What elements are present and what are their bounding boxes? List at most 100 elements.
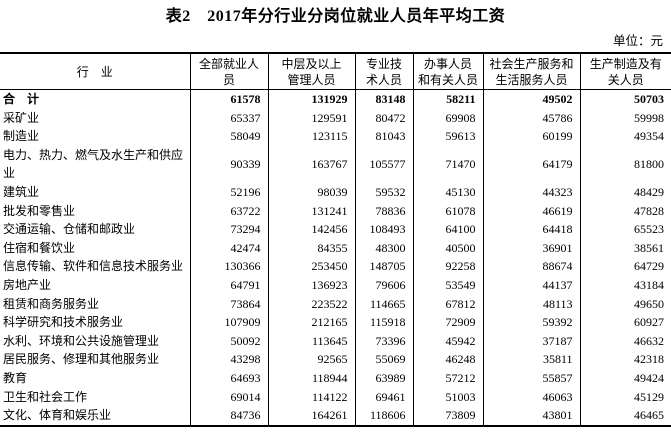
header-clerical: 办事人员 和有关人员 xyxy=(413,53,484,90)
value-cell: 38561 xyxy=(634,240,664,255)
value-cell: 64179 xyxy=(483,145,581,183)
value-cell: 35811 xyxy=(483,350,581,369)
table-row: 采矿业 65337 129591 80472 69908 45786 59998 xyxy=(0,108,671,128)
value-cell: 73294 xyxy=(190,220,269,239)
header-service-personnel: 社会生产服务和 生活服务人员 xyxy=(483,53,581,90)
value-cell: 71470 xyxy=(413,145,484,183)
value-cell: 73864 xyxy=(190,294,269,314)
value-cell: 46465 xyxy=(634,408,664,423)
value-cell: 65337 xyxy=(190,108,269,128)
wage-table: 行 业 全部就业人 员 中层及以上 管理人员 专业技 术人员 办事人员 和有关人… xyxy=(0,52,671,427)
industry-cell: 水利、环境和公共设施管理业 xyxy=(0,331,191,351)
value-cell: 90339 xyxy=(190,145,269,183)
value-cell: 48113 xyxy=(483,294,581,314)
value-cell: 42318 xyxy=(634,352,664,367)
table-row: 住宿和餐饮业 42474 84355 48300 40500 36901 38561 xyxy=(0,238,671,258)
table-row: 卫生和社会工作 69014 114122 69461 51003 46063 45129 xyxy=(0,387,671,407)
industry-cell: 电力、热力、燃气及水生产和供应 业 xyxy=(0,145,191,183)
table-header: 行 业 全部就业人 员 中层及以上 管理人员 专业技 术人员 办事人员 和有关人… xyxy=(0,53,671,90)
value-cell: 107909 xyxy=(190,313,269,332)
value-cell: 114665 xyxy=(355,294,414,314)
industry-cell: 科学研究和技术服务业 xyxy=(0,313,191,332)
header-all-employees: 全部就业人 员 xyxy=(190,53,269,90)
table-body: 合 计 61578 131929 83148 58211 49502 50703 采矿业 653… xyxy=(0,89,671,426)
header-managers: 中层及以上 管理人员 xyxy=(268,53,356,90)
value-cell: 118944 xyxy=(268,368,356,388)
value-cell: 64100 xyxy=(413,220,484,239)
table-row: 水利、环境和公共设施管理业 50092 113645 73396 45942 37187 4… xyxy=(0,331,671,351)
value-cell: 58049 xyxy=(190,127,269,146)
value-cell: 98039 xyxy=(268,182,356,202)
header-industry: 行 业 xyxy=(0,53,191,90)
value-cell: 43184 xyxy=(634,277,664,292)
value-cell: 37187 xyxy=(483,331,581,351)
header-production-workers: 生产制造及有 关人员 xyxy=(580,53,671,90)
header-technical: 专业技 术人员 xyxy=(355,53,414,90)
industry-cell: 批发和零售业 xyxy=(0,201,191,221)
table-row: 建筑业 52196 98039 59532 45130 44323 48429 xyxy=(0,182,671,202)
value-cell: 73396 xyxy=(355,331,414,351)
value-cell: 67812 xyxy=(413,294,484,314)
value-cell: 43298 xyxy=(190,350,269,369)
value-cell: 84736 xyxy=(190,406,269,426)
value-cell: 46248 xyxy=(413,350,484,369)
industry-cell: 信息传输、软件和信息技术服务业 xyxy=(0,257,191,276)
industry-cell: 住宿和餐饮业 xyxy=(0,238,191,258)
value-cell: 59613 xyxy=(413,127,484,146)
industry-cell: 交通运输、仓储和邮政业 xyxy=(0,220,191,239)
industry-cell: 卫生和社会工作 xyxy=(0,387,191,407)
value-cell: 50092 xyxy=(190,331,269,351)
value-cell: 142456 xyxy=(268,220,356,239)
value-cell: 45130 xyxy=(413,182,484,202)
table-row: 文化、体育和娱乐业 84736 164261 118606 73809 43801 4646… xyxy=(0,406,671,426)
table-row: 制造业 58049 123115 81043 59613 60199 49354 xyxy=(0,127,671,146)
value-cell: 49354 xyxy=(634,129,664,144)
value-cell: 51003 xyxy=(413,387,484,407)
industry-cell: 文化、体育和娱乐业 xyxy=(0,406,191,426)
value-cell: 59392 xyxy=(483,313,581,332)
industry-cell: 教育 xyxy=(0,368,191,388)
table-row: 科学研究和技术服务业 107909 212165 115918 72909 59392 60… xyxy=(0,313,671,332)
industry-cell: 房地产业 xyxy=(0,275,191,295)
value-cell: 69461 xyxy=(355,387,414,407)
value-cell: 49502 xyxy=(483,89,581,109)
value-cell: 61078 xyxy=(413,201,484,221)
value-cell: 92258 xyxy=(413,257,484,276)
value-cell: 253450 xyxy=(268,257,356,276)
value-cell: 59532 xyxy=(355,182,414,202)
value-cell: 65523 xyxy=(634,222,664,237)
value-cell: 123115 xyxy=(268,127,356,146)
value-cell: 45942 xyxy=(413,331,484,351)
value-cell: 42474 xyxy=(190,238,269,258)
value-cell: 131241 xyxy=(268,201,356,221)
total-row: 合 计 61578 131929 83148 58211 49502 50703 xyxy=(0,89,671,109)
value-cell: 64791 xyxy=(190,275,269,295)
table-row: 房地产业 64791 136923 79606 53549 44137 43184 xyxy=(0,275,671,295)
value-cell: 81043 xyxy=(355,127,414,146)
value-cell: 52196 xyxy=(190,182,269,202)
industry-cell: 制造业 xyxy=(0,127,191,146)
value-cell: 148705 xyxy=(355,257,414,276)
table-row: 教育 64693 118944 63989 57212 55857 49424 xyxy=(0,368,671,388)
value-cell: 83148 xyxy=(355,89,414,109)
value-cell: 92565 xyxy=(268,350,356,369)
value-cell: 49650 xyxy=(634,296,664,311)
value-cell: 78836 xyxy=(355,201,414,221)
value-cell: 64729 xyxy=(634,259,664,274)
value-cell: 57212 xyxy=(413,368,484,388)
unit-label: 单位：元 xyxy=(612,34,663,48)
value-cell: 60199 xyxy=(483,127,581,146)
value-cell: 88674 xyxy=(483,257,581,276)
value-cell: 80472 xyxy=(355,108,414,128)
value-cell: 115918 xyxy=(355,313,414,332)
value-cell: 50703 xyxy=(634,92,664,106)
value-cell: 59998 xyxy=(634,110,664,125)
table-row: 信息传输、软件和信息技术服务业 130366 253450 148705 92258 88… xyxy=(0,257,671,276)
value-cell: 130366 xyxy=(190,257,269,276)
value-cell: 46632 xyxy=(634,333,664,348)
value-cell: 53549 xyxy=(413,275,484,295)
value-cell: 114122 xyxy=(268,387,356,407)
industry-cell: 居民服务、修理和其他服务业 xyxy=(0,350,191,369)
value-cell: 44323 xyxy=(483,182,581,202)
